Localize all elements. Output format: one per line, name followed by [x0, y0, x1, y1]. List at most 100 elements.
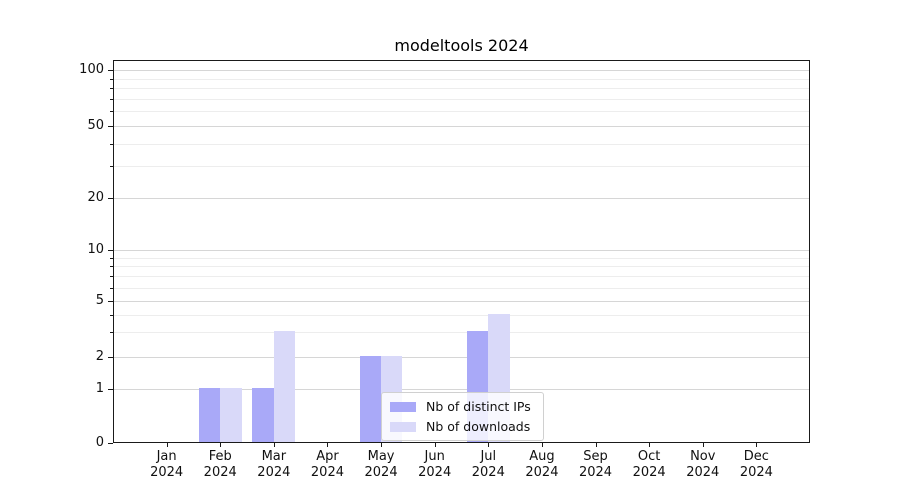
y-axis-minor-tick — [110, 257, 113, 259]
minor-gridline — [114, 111, 809, 113]
y-axis-tick — [108, 70, 113, 71]
x-tick-month: Dec — [743, 449, 769, 464]
legend-swatch-distinct-ips-icon — [390, 401, 416, 412]
y-tick-label: 20 — [87, 190, 104, 205]
minor-gridline — [114, 276, 809, 278]
y-axis-minor-tick — [110, 266, 113, 268]
x-tick-year: 2024 — [471, 465, 505, 480]
minor-gridline — [114, 143, 809, 145]
y-tick-label: 2 — [95, 349, 104, 364]
x-tick-year: 2024 — [310, 465, 344, 480]
x-tick-year: 2024 — [525, 465, 559, 480]
x-tick-year: 2024 — [739, 465, 773, 480]
x-axis-tick — [434, 443, 436, 447]
x-tick-label: Jun 2024 — [405, 449, 465, 481]
x-tick-month: Sep — [583, 449, 608, 464]
x-tick-label: Sep 2024 — [566, 449, 626, 481]
y-tick-label: 100 — [79, 62, 104, 77]
x-tick-year: 2024 — [150, 465, 184, 480]
x-axis-tick — [273, 443, 275, 447]
x-tick-month: Nov — [690, 449, 716, 464]
legend-label-downloads: Nb of downloads — [426, 419, 531, 434]
y-tick-label: 50 — [87, 118, 104, 133]
y-axis-minor-tick — [110, 314, 113, 316]
legend-label-distinct-ips: Nb of distinct IPs — [426, 399, 531, 414]
x-tick-year: 2024 — [364, 465, 398, 480]
x-tick-year: 2024 — [632, 465, 666, 480]
legend-item-downloads: Nb of downloads — [390, 419, 531, 434]
x-tick-month: Feb — [208, 449, 232, 464]
x-tick-label: Oct 2024 — [619, 449, 679, 481]
x-tick-year: 2024 — [418, 465, 452, 480]
y-axis-tick — [108, 443, 113, 444]
y-tick-label: 10 — [87, 242, 104, 257]
x-tick-label: Apr 2024 — [297, 449, 357, 481]
y-axis-minor-tick — [110, 332, 113, 334]
x-tick-month: Jun — [424, 449, 445, 464]
x-tick-month: Aug — [529, 449, 555, 464]
minor-gridline — [114, 98, 809, 100]
x-axis-tick — [756, 443, 758, 447]
major-gridline — [114, 357, 809, 358]
y-axis-minor-tick — [110, 111, 113, 113]
y-axis-minor-tick — [110, 98, 113, 100]
major-gridline — [114, 126, 809, 127]
x-axis-tick — [488, 443, 490, 447]
legend: Nb of distinct IPs Nb of downloads — [381, 392, 544, 441]
x-tick-month: Jul — [480, 449, 497, 464]
x-tick-year: 2024 — [578, 465, 613, 480]
minor-gridline — [114, 287, 809, 289]
legend-item-distinct-ips: Nb of distinct IPs — [390, 399, 531, 414]
x-axis-tick — [541, 443, 543, 447]
y-axis-minor-tick — [110, 143, 113, 145]
x-axis-tick — [220, 443, 222, 447]
x-tick-year: 2024 — [686, 465, 720, 480]
x-axis-tick — [327, 443, 329, 447]
x-tick-year: 2024 — [257, 465, 291, 480]
x-tick-month: Apr — [316, 449, 339, 464]
y-tick-label: 0 — [95, 435, 104, 450]
y-tick-label: 1 — [95, 381, 104, 396]
x-tick-label: Jul 2024 — [458, 449, 518, 481]
y-axis-minor-tick — [110, 88, 113, 90]
y-axis-minor-tick — [110, 276, 113, 278]
major-gridline — [114, 198, 809, 199]
x-tick-month: Mar — [261, 449, 287, 464]
bar-downloads-feb — [220, 388, 242, 442]
y-axis-tick — [108, 250, 113, 251]
x-axis-tick — [595, 443, 597, 447]
y-axis-tick — [108, 389, 113, 390]
y-tick-label: 5 — [95, 293, 104, 308]
minor-gridline — [114, 166, 809, 168]
bar-distinct-ips-feb — [198, 388, 221, 442]
minor-gridline — [114, 332, 809, 334]
y-axis-minor-tick — [110, 287, 113, 289]
chart-title: modeltools 2024 — [394, 36, 529, 55]
x-tick-label: Jan 2024 — [137, 449, 197, 481]
plot-area — [113, 60, 810, 443]
x-tick-month: Jan — [156, 449, 177, 464]
y-axis-tick — [108, 357, 113, 358]
x-axis-tick — [381, 443, 383, 447]
major-gridline — [114, 301, 809, 302]
legend-swatch-downloads-icon — [390, 421, 416, 432]
x-axis-tick — [166, 443, 168, 447]
minor-gridline — [114, 314, 809, 316]
y-axis-minor-tick — [110, 78, 113, 80]
x-tick-label: Mar 2024 — [244, 449, 304, 481]
x-tick-label: Aug 2024 — [512, 449, 572, 481]
x-tick-label: Nov 2024 — [673, 449, 733, 481]
bar-distinct-ips-mar — [252, 388, 274, 442]
y-axis-tick — [108, 198, 113, 199]
minor-gridline — [114, 266, 809, 268]
x-tick-label: Feb 2024 — [190, 449, 250, 481]
x-tick-label: Dec 2024 — [726, 449, 786, 481]
x-axis-tick — [702, 443, 704, 447]
y-axis-tick — [108, 301, 113, 302]
x-axis-tick — [649, 443, 651, 447]
major-gridline — [114, 70, 809, 71]
x-tick-month: Oct — [637, 449, 661, 464]
x-tick-label: May 2024 — [351, 449, 411, 481]
major-gridline — [114, 389, 809, 390]
